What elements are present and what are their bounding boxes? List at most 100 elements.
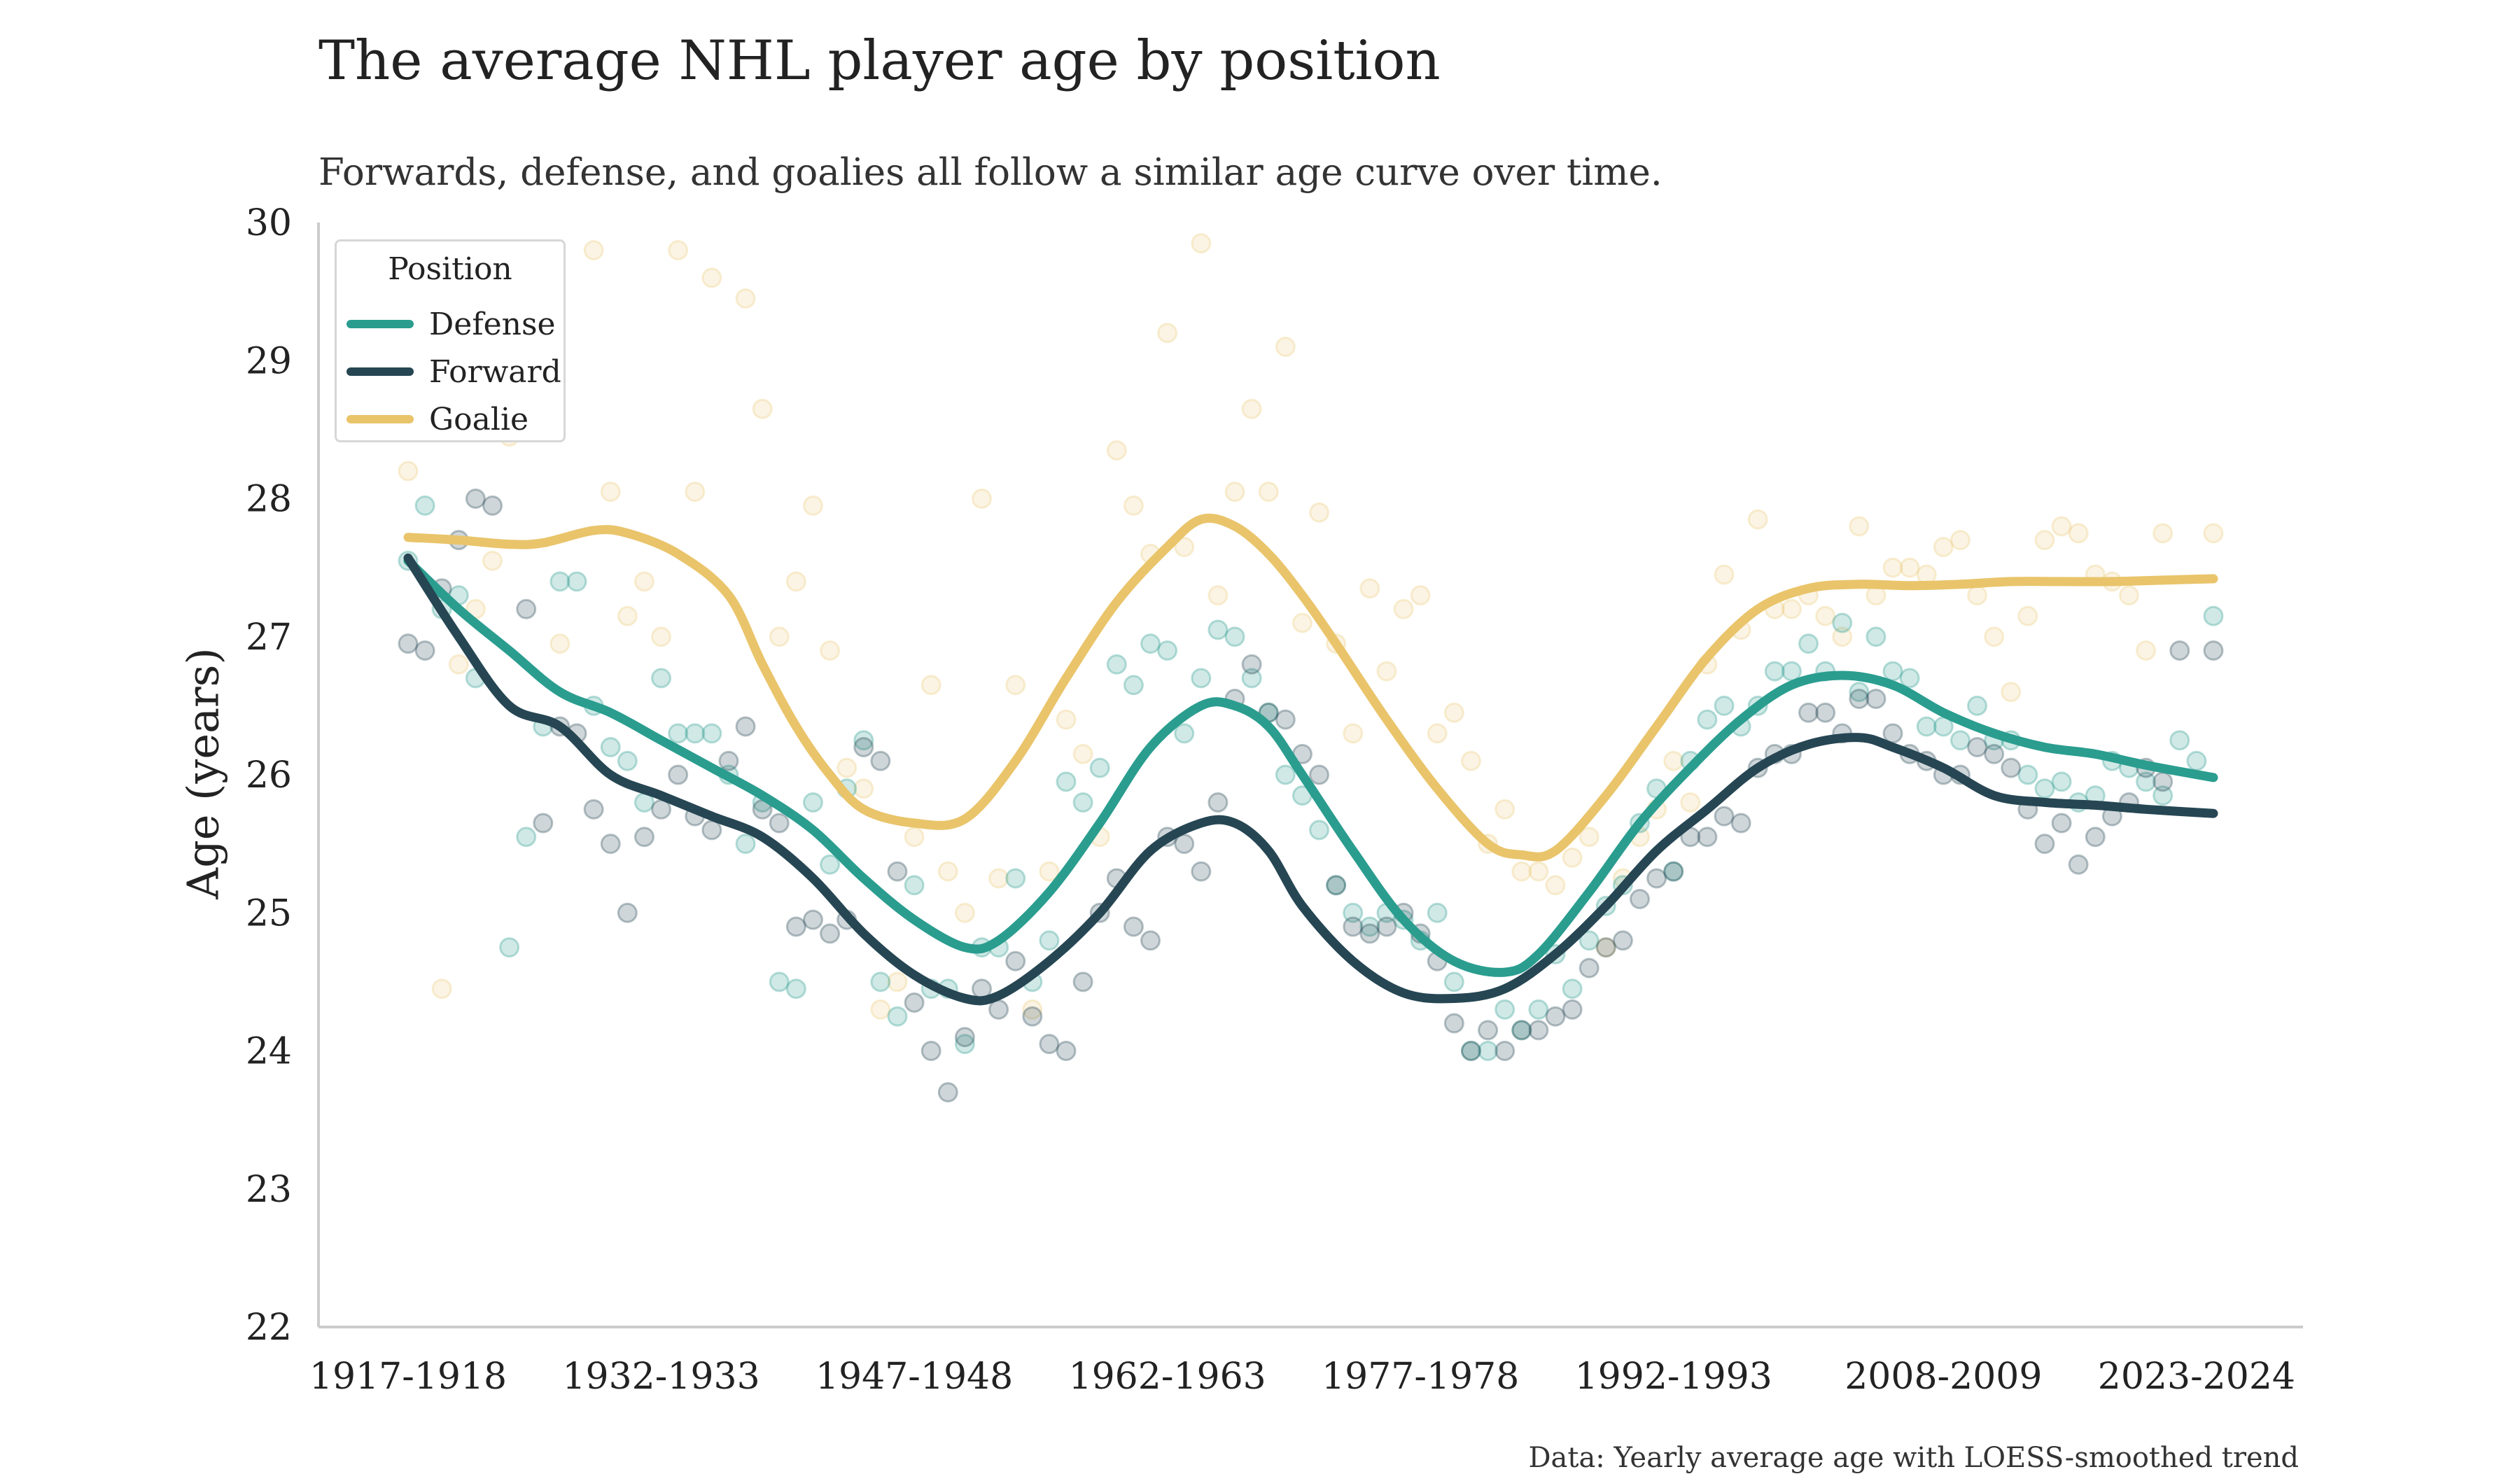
defense-point — [1494, 999, 1516, 1020]
goalie-point — [685, 482, 706, 503]
defense-point — [651, 668, 672, 689]
goalie-point — [1933, 537, 1954, 558]
legend-item-goalie: Goalie — [346, 398, 528, 440]
y-tick-label: 23 — [246, 1169, 292, 1211]
goalie-point — [668, 239, 689, 260]
goalie-point — [1967, 585, 1988, 606]
defense-point — [2034, 778, 2055, 799]
defense-point — [1460, 1041, 1481, 1061]
forward-point — [600, 834, 621, 855]
defense-point — [1056, 771, 1077, 792]
defense-point — [1275, 764, 1296, 785]
goalie-point — [1949, 530, 1970, 551]
y-tick: 22 — [246, 1307, 292, 1349]
y-tick-label: 28 — [246, 479, 292, 521]
y-tick-label: 29 — [246, 340, 292, 382]
goalie-point — [1275, 337, 1296, 358]
x-tick: 1962-1963 — [1069, 1356, 1266, 1398]
goalie-point — [1208, 585, 1228, 606]
forward-point — [1140, 930, 1161, 951]
forward-point — [1798, 702, 1819, 723]
legend-label-forward: Forward — [429, 353, 561, 390]
forward-point — [1967, 737, 1988, 758]
forward-point — [1208, 792, 1228, 813]
x-tick: 2008-2009 — [1844, 1356, 2042, 1398]
forward-point — [1123, 916, 1144, 937]
defense-point — [1562, 978, 1583, 999]
goalie-point — [1309, 502, 1330, 523]
defense-point — [685, 723, 706, 744]
defense-point — [1832, 612, 1853, 633]
forward-point — [1022, 1006, 1043, 1027]
goalie-point — [701, 267, 722, 288]
goalie-point — [1680, 792, 1701, 813]
y-tick: 29 — [246, 340, 292, 382]
goalie-point — [769, 626, 790, 647]
goalie-point — [904, 827, 925, 848]
forward-point — [1663, 861, 1684, 882]
goalie-point — [2068, 523, 2089, 544]
goalie-point — [2001, 682, 2022, 703]
goalie-point — [954, 902, 975, 923]
goalie-point — [1005, 675, 1026, 696]
forward-point — [2001, 757, 2022, 778]
forward-point — [735, 716, 756, 737]
defense-point — [516, 827, 537, 848]
goalie-point — [1714, 564, 1735, 585]
forward-point — [1460, 1041, 1481, 1061]
forward-point — [1309, 764, 1330, 785]
defense-point — [887, 1006, 908, 1027]
forward-point — [1730, 813, 1751, 834]
goalie-point — [1039, 861, 1060, 882]
goalie-point — [1882, 557, 1903, 578]
defense-trend-line — [403, 556, 2218, 977]
legend-swatch-forward — [346, 367, 414, 376]
x-tick-label: 1992-1993 — [1575, 1356, 1772, 1398]
forward-point — [1174, 834, 1195, 855]
goalie-point — [1545, 875, 1566, 896]
y-tick: 30 — [246, 202, 292, 244]
forward-point — [1578, 957, 1600, 978]
forward-point — [1714, 806, 1735, 827]
legend-item-forward: Forward — [346, 351, 561, 393]
defense-point — [769, 971, 790, 992]
defense-point — [566, 571, 587, 592]
defense-point — [499, 937, 520, 958]
defense-point — [1781, 661, 1802, 682]
goalie-point — [448, 654, 469, 675]
scatter-points-layer — [398, 233, 2224, 1103]
goalie-point — [1258, 482, 1279, 503]
goalie-point — [2136, 640, 2157, 661]
defense-point — [1443, 971, 1464, 992]
goalie-point — [583, 239, 604, 260]
defense-point — [1478, 1041, 1499, 1061]
x-tick: 1917-1918 — [309, 1356, 507, 1398]
goalie-point — [1595, 937, 1616, 958]
defense-point — [1865, 626, 1886, 647]
forward-point — [533, 813, 554, 834]
goalie-point — [836, 757, 858, 778]
defense-point — [2169, 730, 2190, 751]
forward-point — [1376, 916, 1397, 937]
forward-point — [1343, 916, 1364, 937]
defense-point — [668, 723, 689, 744]
goalie-point — [1984, 626, 2005, 647]
goalie-point — [853, 778, 874, 799]
goalie-point — [1224, 482, 1245, 503]
forward-point — [920, 1041, 941, 1061]
defense-point — [1072, 792, 1093, 813]
goalie-point — [988, 868, 1009, 889]
y-tick-label: 25 — [246, 892, 292, 934]
legend-title: Position — [388, 251, 512, 287]
forward-point — [954, 1027, 975, 1048]
defense-point — [1916, 716, 1937, 737]
y-tick-label: 24 — [246, 1031, 292, 1073]
defense-point — [802, 792, 823, 813]
defense-point — [1326, 875, 1347, 896]
legend-swatch-defense — [346, 320, 414, 328]
goalie-point — [887, 971, 908, 992]
goalie-point — [820, 640, 841, 661]
x-tick: 2023-2024 — [2098, 1356, 2295, 1398]
forward-point — [1595, 937, 1616, 958]
forward-point — [1511, 1020, 1532, 1041]
